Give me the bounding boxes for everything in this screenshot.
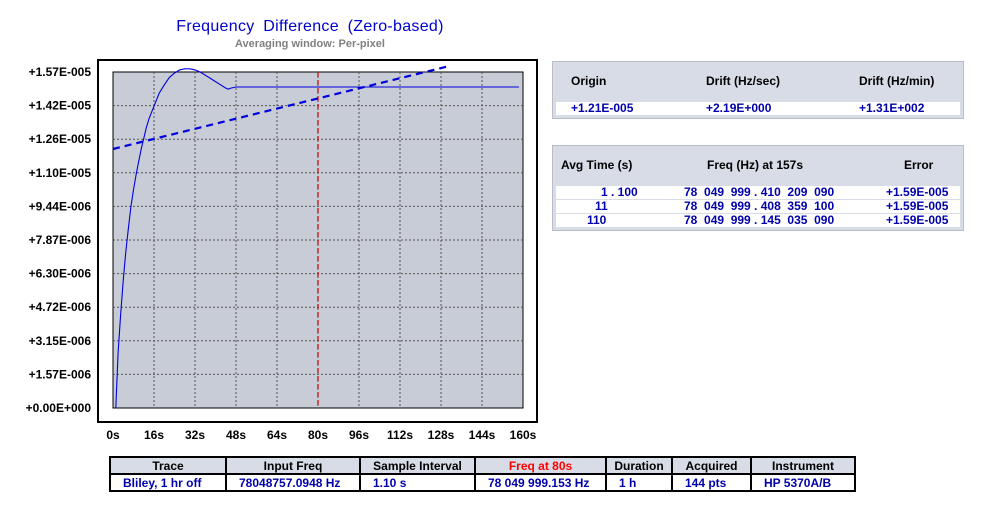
y-tick-label: +1.57E-006 [29,367,92,381]
duration-header: Duration [605,456,673,475]
y-tick-label: +1.10E-005 [29,166,92,180]
instrument-value: HP 5370A/B [750,473,856,492]
freq-value: 78 049 999 . 410 209 090 [684,185,835,199]
x-tick-label: 32s [185,428,205,442]
x-tick-label: 0s [106,428,120,442]
acquired-header: Acquired [671,456,752,475]
input-freq-header: Input Freq [225,456,361,475]
sample-interval-header: Sample Interval [359,456,476,475]
y-tick-label: +7.87E-006 [29,233,92,247]
duration-value: 1 h [605,473,673,492]
freq-at-80s-header: Freq at 80s [474,456,607,475]
avg-time-value: 1 . 100 [601,185,638,199]
x-tick-label: 96s [349,428,369,442]
avg-row: 110 78 049 999 . 145 035 090 +1.59E-005 [556,214,960,227]
x-tick-label: 128s [428,428,455,442]
trace-info-value-row: Bliley, 1 hr off 78048757.0948 Hz 1.10 s… [109,473,856,492]
x-tick-label: 16s [144,428,164,442]
freq-at-157s-header: Freq (Hz) at 157s [707,158,804,172]
drift-hz-min-header: Drift (Hz/min) [859,74,935,88]
chart-subtitle: Averaging window: Per-pixel [235,38,385,50]
drift-hz-sec-value: +2.19E+000 [706,101,772,115]
drift-hz-sec-header: Drift (Hz/sec) [706,74,781,88]
y-tick-label: +9.44E-006 [29,199,92,213]
x-tick-label: 144s [469,428,496,442]
freq-value: 78 049 999 . 408 359 100 [684,199,835,213]
y-tick-label: +0.00E+000 [26,401,92,415]
trace-info-header-row: Trace Input Freq Sample Interval Freq at… [109,456,856,475]
y-tick-label: +4.72E-006 [29,300,92,314]
origin-header: Origin [571,74,607,88]
drift-panel: Origin Drift (Hz/sec) Drift (Hz/min) +1.… [552,61,964,119]
y-tick-label: +6.30E-006 [29,267,92,281]
y-tick-label: +1.57E-005 [29,65,92,79]
drift-hz-min-value: +1.31E+002 [859,101,925,115]
acquired-value: 144 pts [671,473,752,492]
drift-values-row: +1.21E-005 +2.19E+000 +1.31E+002 [556,102,960,115]
x-tick-label: 48s [226,428,246,442]
error-header: Error [904,158,934,172]
y-tick-label: +3.15E-006 [29,334,92,348]
x-tick-label: 112s [387,428,413,442]
avg-time-value: 11 [595,199,608,213]
error-value: +1.59E-005 [886,213,949,227]
trace-value: Bliley, 1 hr off [109,473,227,492]
trace-info-table: Trace Input Freq Sample Interval Freq at… [109,456,856,492]
averaging-panel: Avg Time (s) Freq (Hz) at 157s Error 1 .… [552,145,964,231]
instrument-header: Instrument [750,456,856,475]
sample-interval-value: 1.10 s [359,473,476,492]
avg-row: 1 . 100 78 049 999 . 410 209 090 +1.59E-… [556,186,960,199]
chart-title: Frequency Difference (Zero-based) [176,18,444,35]
frequency-difference-line [115,68,519,409]
freq-value: 78 049 999 . 145 035 090 [684,213,835,227]
origin-value: +1.21E-005 [571,101,634,115]
x-tick-label: 64s [267,428,287,442]
freq-at-80s-value: 78 049 999.153 Hz [474,473,607,492]
avg-row: 11 78 049 999 . 408 359 100 +1.59E-005 [556,200,960,213]
input-freq-value: 78048757.0948 Hz [225,473,361,492]
y-tick-label: +1.26E-005 [29,132,92,146]
error-value: +1.59E-005 [886,199,949,213]
x-tick-label: 160s [510,428,537,442]
drift-fit-line [112,65,449,151]
trace-header: Trace [109,456,227,475]
error-value: +1.59E-005 [886,185,949,199]
avg-time-header: Avg Time (s) [561,158,633,172]
y-tick-label: +1.42E-005 [29,99,92,113]
x-tick-label: 80s [308,428,328,442]
avg-time-value: 110 [587,213,607,227]
